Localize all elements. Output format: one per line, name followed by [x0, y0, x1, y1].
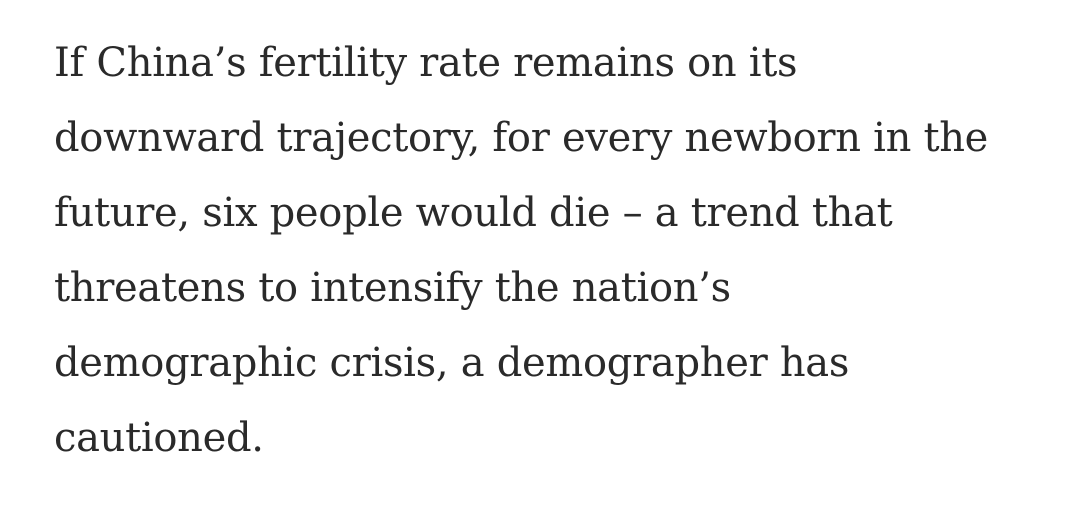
paragraph-line-6: cautioned.: [54, 415, 264, 461]
paragraph-line-3: future, six people would die – a trend t…: [54, 190, 893, 236]
paragraph-line-4: threatens to intensify the nation’s: [54, 265, 731, 311]
paragraph-line-1: If China’s fertility rate remains on its: [54, 40, 798, 86]
paragraph-line-5: demographic crisis, a demographer has: [54, 340, 850, 386]
article-paragraph: If China’s fertility rate remains on its…: [54, 26, 1044, 476]
paragraph-line-2: downward trajectory, for every newborn i…: [54, 115, 989, 161]
